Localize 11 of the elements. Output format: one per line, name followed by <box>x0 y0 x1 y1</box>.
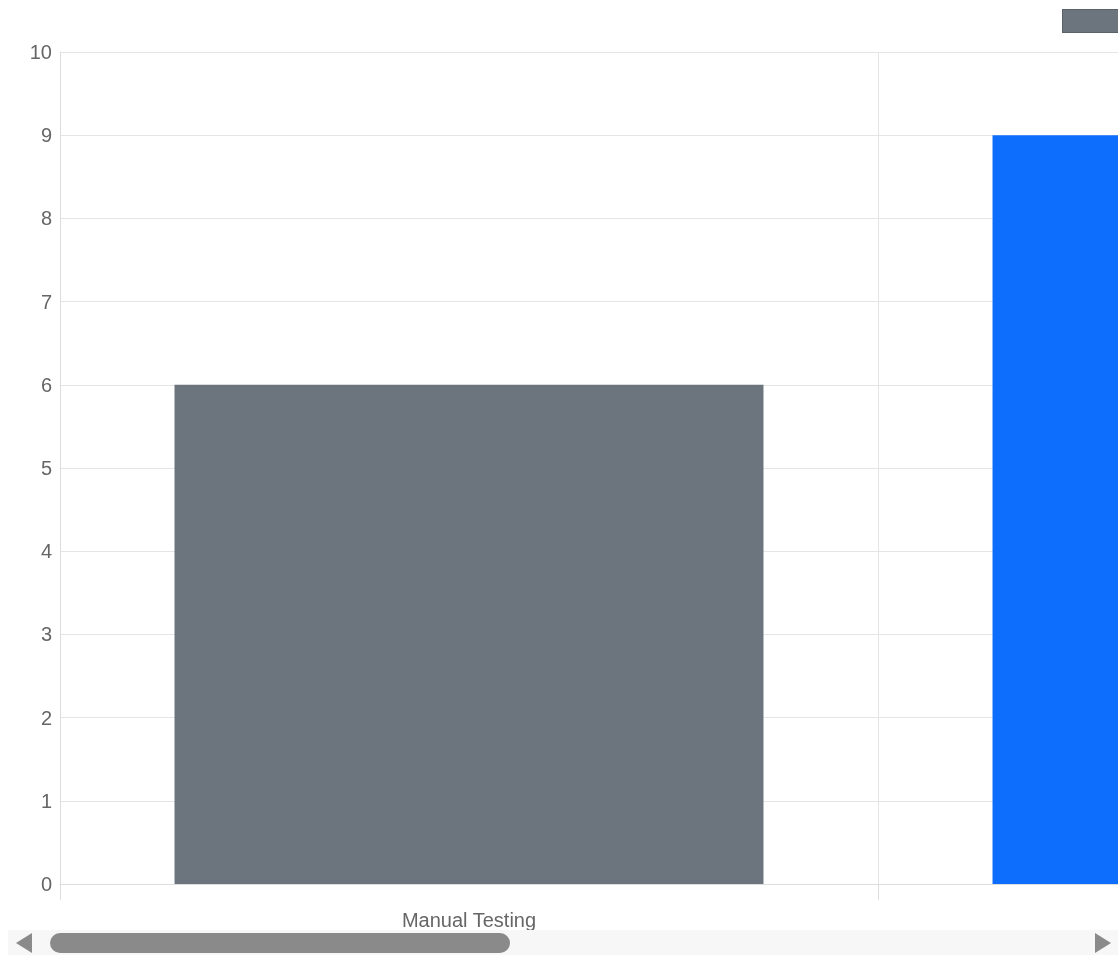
y-tick-label: 7 <box>40 290 52 313</box>
y-tick-label: 10 <box>29 41 52 63</box>
y-tick-label: 8 <box>40 207 52 230</box>
y-tick-label: 9 <box>40 124 52 147</box>
y-tick-label: 4 <box>40 540 52 563</box>
y-tick-label: 3 <box>40 623 52 646</box>
y-tick-label: 1 <box>40 789 52 812</box>
y-tick-label: 2 <box>40 706 52 729</box>
y-tick-label: 0 <box>40 873 52 895</box>
y-tick-label: 5 <box>40 457 52 479</box>
y-tick-label: 6 <box>40 373 52 396</box>
